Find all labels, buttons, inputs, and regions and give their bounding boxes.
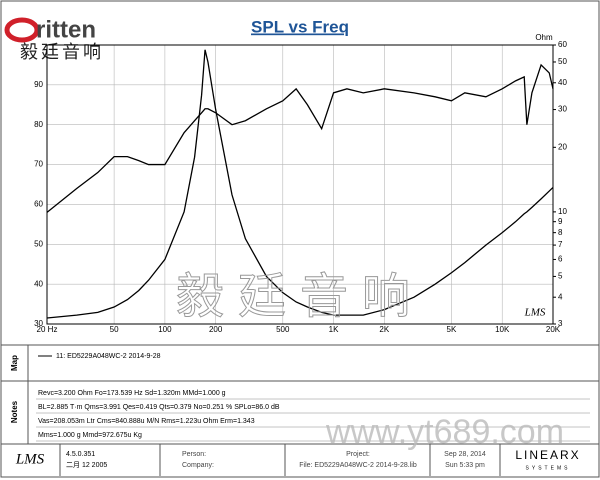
footer-company: Company:: [182, 462, 214, 469]
section-label: Map: [10, 355, 19, 371]
y2-tick-label: 8: [558, 228, 563, 237]
chart-title: SPL vs Freq: [251, 17, 349, 36]
footer-logo: LMS: [15, 451, 45, 467]
y2-tick-label: 6: [558, 255, 563, 264]
y2-tick-label: 7: [558, 240, 563, 249]
footer-person: Person:: [182, 451, 206, 458]
footer-brand: LINEARX: [515, 448, 580, 462]
logo-chinese: 毅廷音响: [20, 42, 104, 62]
x-tick-label: 100: [158, 325, 172, 334]
logo-text: ritten: [36, 16, 96, 43]
y2-tick-label: 30: [558, 105, 567, 114]
footer-file: File: ED5229A048WC-2 2014-9-28.lib: [299, 462, 417, 469]
y2-tick-label: 5: [558, 272, 563, 281]
footer-time: Sun 5:33 pm: [445, 462, 485, 469]
x-tick-label: 5K: [447, 325, 457, 334]
x-tick-label: 2K: [379, 325, 389, 334]
footer-version: 4.5.0.351: [66, 451, 95, 458]
legend-text: 11: ED5229A048WC-2 2014-9-28: [56, 353, 161, 360]
y2-tick-label: 10: [558, 207, 567, 216]
plot-frame: [46, 44, 554, 325]
y2-tick-label: 20: [558, 142, 567, 151]
x-tick-label: 20 Hz: [37, 325, 58, 334]
note-line: Revc=3.200 Ohm Fo=173.539 Hz Sd=1.320m M…: [38, 390, 226, 397]
y2-tick-label: 4: [558, 292, 563, 301]
plot-logo: LMS: [524, 307, 546, 319]
y2-axis-label: Ohm: [535, 33, 553, 42]
y2-tick-label: 3: [558, 319, 563, 328]
footer: LMS 4.5.0.351 二月 12 2005 Person: Company…: [15, 444, 580, 476]
y-tick-label: 60: [34, 200, 43, 209]
x-tick-label: 50: [110, 325, 119, 334]
x-tick-label: 20K: [546, 325, 561, 334]
footer-project: Project:: [346, 451, 370, 458]
footer-build: 二月 12 2005: [66, 461, 107, 469]
y-tick-label: 40: [34, 279, 43, 288]
series-line: [46, 63, 554, 213]
footer-brand-sub: SYSTEMS: [526, 465, 571, 471]
x-tick-label: 10K: [495, 325, 510, 334]
y2-tick-label: 50: [558, 57, 567, 66]
x-tick-label: 200: [209, 325, 223, 334]
y-tick-label: 30: [34, 319, 43, 328]
y2-tick-label: 60: [558, 40, 567, 49]
note-line: Vas=208.053m Ltr Cms=840.888u M/N Rms=1.…: [38, 418, 255, 425]
footer-date: Sep 28, 2014: [444, 451, 486, 458]
x-tick-label: 1K: [329, 325, 339, 334]
y2-tick-label: 9: [558, 217, 563, 226]
y2-tick-label: 40: [558, 78, 567, 87]
x-tick-label: 500: [276, 325, 290, 334]
section-label: Notes: [10, 400, 19, 423]
series-line: [46, 49, 554, 319]
logo-mark: [4, 17, 40, 43]
note-line: BL=2.885 T·m Qms=3.991 Qes=0.419 Qts=0.3…: [38, 404, 280, 411]
note-line: Mms=1.000 g Mmd=972.675u Kg: [38, 432, 142, 439]
y-tick-label: 80: [34, 120, 43, 129]
watermark-url: www.yt689.com: [325, 413, 564, 451]
y-tick-label: 50: [34, 239, 43, 248]
watermark: 毅廷音响: [176, 269, 424, 325]
y-tick-label: 70: [34, 160, 43, 169]
y-tick-label: 90: [34, 80, 43, 89]
